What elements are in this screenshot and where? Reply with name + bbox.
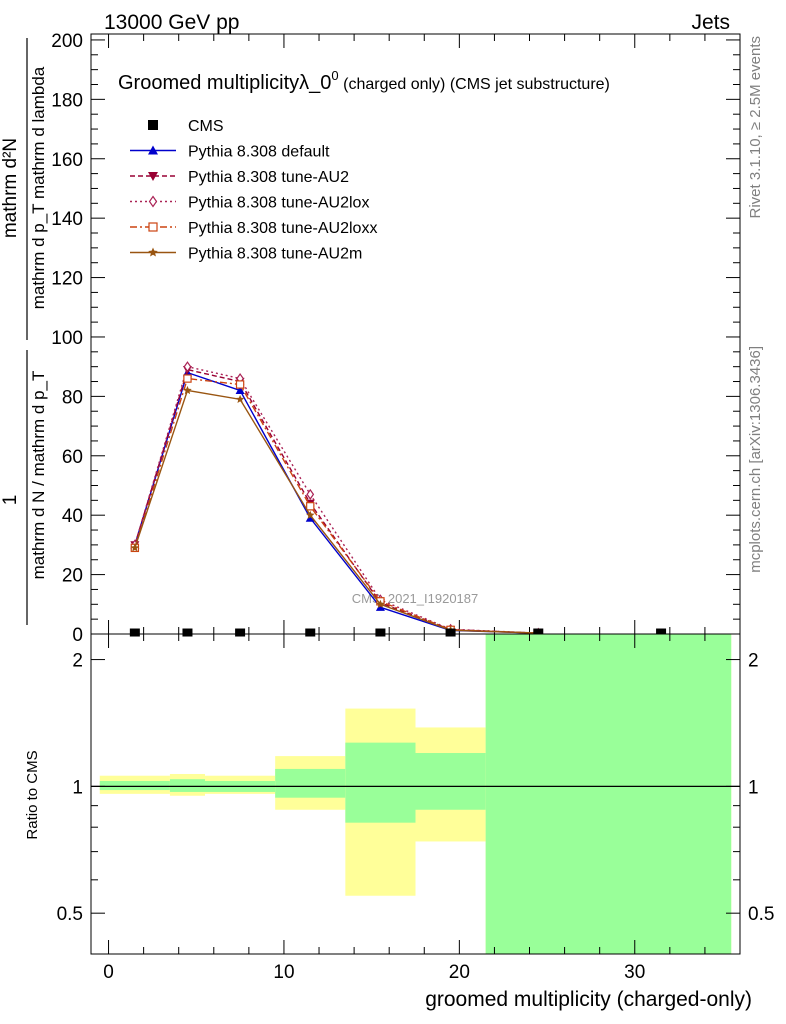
ratio-band-inner [275, 768, 346, 798]
series-4 [130, 385, 543, 637]
x-tick-label: 20 [449, 962, 470, 983]
y-tick-label: 160 [51, 150, 83, 171]
legend-entry: Pythia 8.308 tune-AU2 [130, 169, 349, 186]
ratio-band-inner [415, 753, 486, 810]
series-point [183, 374, 192, 383]
ratio-ylabel: Ratio to CMS [24, 750, 41, 839]
ratio-band-inner [169, 779, 206, 792]
mcplots-label: mcplots.cern.ch [arXiv:1306.3436] [747, 346, 764, 573]
series-point [183, 361, 192, 373]
series-point [376, 599, 385, 608]
cms-data-points [129, 628, 667, 637]
x-axis-label: groomed multiplicity (charged-only) [425, 988, 752, 1011]
legend-label: CMS [188, 118, 224, 135]
legend-marker [148, 120, 158, 130]
series-point [235, 394, 245, 403]
cms-data-point [235, 628, 246, 637]
analysis-watermark: CMS_2021_I1920187 [352, 591, 479, 606]
legend-entry: Pythia 8.308 tune-AU2lox [130, 195, 369, 212]
y-tick-label: 200 [51, 31, 83, 52]
ylabel-denominator2: mathrm d p_T mathrm d lambda [29, 66, 48, 309]
cms-data-point [445, 628, 456, 637]
legend-label: Pythia 8.308 tune-AU2loxx [188, 220, 377, 237]
series-point [130, 543, 140, 552]
series-point [306, 502, 315, 511]
legend-label: Pythia 8.308 tune-AU2 [188, 169, 349, 186]
legend-entry: Pythia 8.308 tune-AU2m [130, 246, 362, 263]
lower-plot-frame [90, 633, 741, 955]
ratio-y-tick-label-right: 1 [748, 777, 759, 798]
ratio-y-tick-label: 0.5 [57, 904, 83, 925]
legend-marker [148, 222, 158, 232]
legend-marker [148, 172, 158, 181]
legend-entry: Pythia 8.308 tune-AU2loxx [130, 220, 377, 237]
legend-entry: CMS [148, 118, 224, 135]
series-point [305, 513, 315, 522]
upper-y-label: 1 mathrm d N / mathrm d p_T mathrm d²N m… [0, 38, 48, 625]
series-point [306, 488, 315, 500]
upper-series [129, 361, 667, 639]
y-tick-label: 60 [62, 447, 83, 468]
y-tick-label: 80 [62, 387, 83, 408]
cms-data-point [305, 628, 316, 637]
ylabel-numerator: 1 [0, 495, 21, 506]
y-tick-label: 40 [62, 506, 83, 527]
legend-marker [148, 145, 158, 155]
plot-title-main: Groomed multiplicityλ_0 [118, 72, 331, 94]
ratio-y-tick-label-right: 0.5 [748, 904, 774, 925]
ratio-bands [91, 634, 740, 954]
legend: CMS Pythia 8.308 default Pythia 8.308 tune… [130, 118, 377, 263]
ratio-band-inner [99, 780, 170, 791]
y-tick-label: 100 [51, 328, 83, 349]
series-2 [130, 361, 543, 639]
series-point [305, 510, 315, 519]
plot-title-paren: (charged only) (CMS jet substructure) [343, 76, 610, 93]
legend-label: Pythia 8.308 tune-AU2m [188, 246, 362, 263]
series-3 [130, 374, 543, 638]
cms-data-point [656, 628, 667, 637]
series-point [235, 380, 245, 389]
legend-marker [148, 247, 158, 257]
upper-axes: 0 20 40 60 80 100 120 140 160 180 200 [51, 31, 741, 646]
ratio-y-tick-label: 2 [72, 651, 83, 672]
lower-axes: 0.5 0.51 12 20 10 20 30 [57, 634, 774, 983]
x-tick-label: 10 [273, 962, 294, 983]
plot-title-sup: 0 [331, 68, 338, 83]
cms-data-point [129, 628, 140, 637]
series-point [183, 385, 192, 395]
category-label: Jets [691, 11, 730, 34]
x-tick-label: 30 [624, 962, 645, 983]
x-tick-label: 0 [103, 962, 114, 983]
legend-label: Pythia 8.308 default [188, 144, 330, 161]
ratio-band-inner [345, 742, 416, 823]
cms-data-point [533, 628, 544, 637]
legend-marker [148, 195, 158, 208]
y-tick-label: 0 [72, 625, 83, 646]
legend-entry: Pythia 8.308 default [130, 144, 330, 161]
y-tick-label: 180 [51, 90, 83, 111]
plot-title: Groomed multiplicityλ_00 (charged only) … [118, 68, 610, 94]
ylabel-denominator: mathrm d N / mathrm d p_T [29, 371, 48, 580]
legend-label: Pythia 8.308 tune-AU2lox [188, 195, 369, 212]
y-tick-label: 20 [62, 566, 83, 587]
ratio-y-tick-label: 1 [72, 777, 83, 798]
rivet-label: Rivet 3.1.10, ≥ 2.5M events [747, 36, 764, 219]
cms-data-point [182, 628, 193, 637]
ylabel-numerator2: mathrm d²N [0, 138, 21, 238]
y-tick-label: 140 [51, 209, 83, 230]
series-1 [130, 366, 543, 638]
y-tick-label: 120 [51, 269, 83, 290]
process-label: 13000 GeV pp [104, 11, 239, 34]
ratio-y-tick-label-right: 2 [748, 651, 759, 672]
series-0 [130, 368, 543, 637]
ratio-band-inner [485, 634, 732, 954]
cms-data-point [375, 628, 386, 637]
series-point [235, 385, 245, 395]
